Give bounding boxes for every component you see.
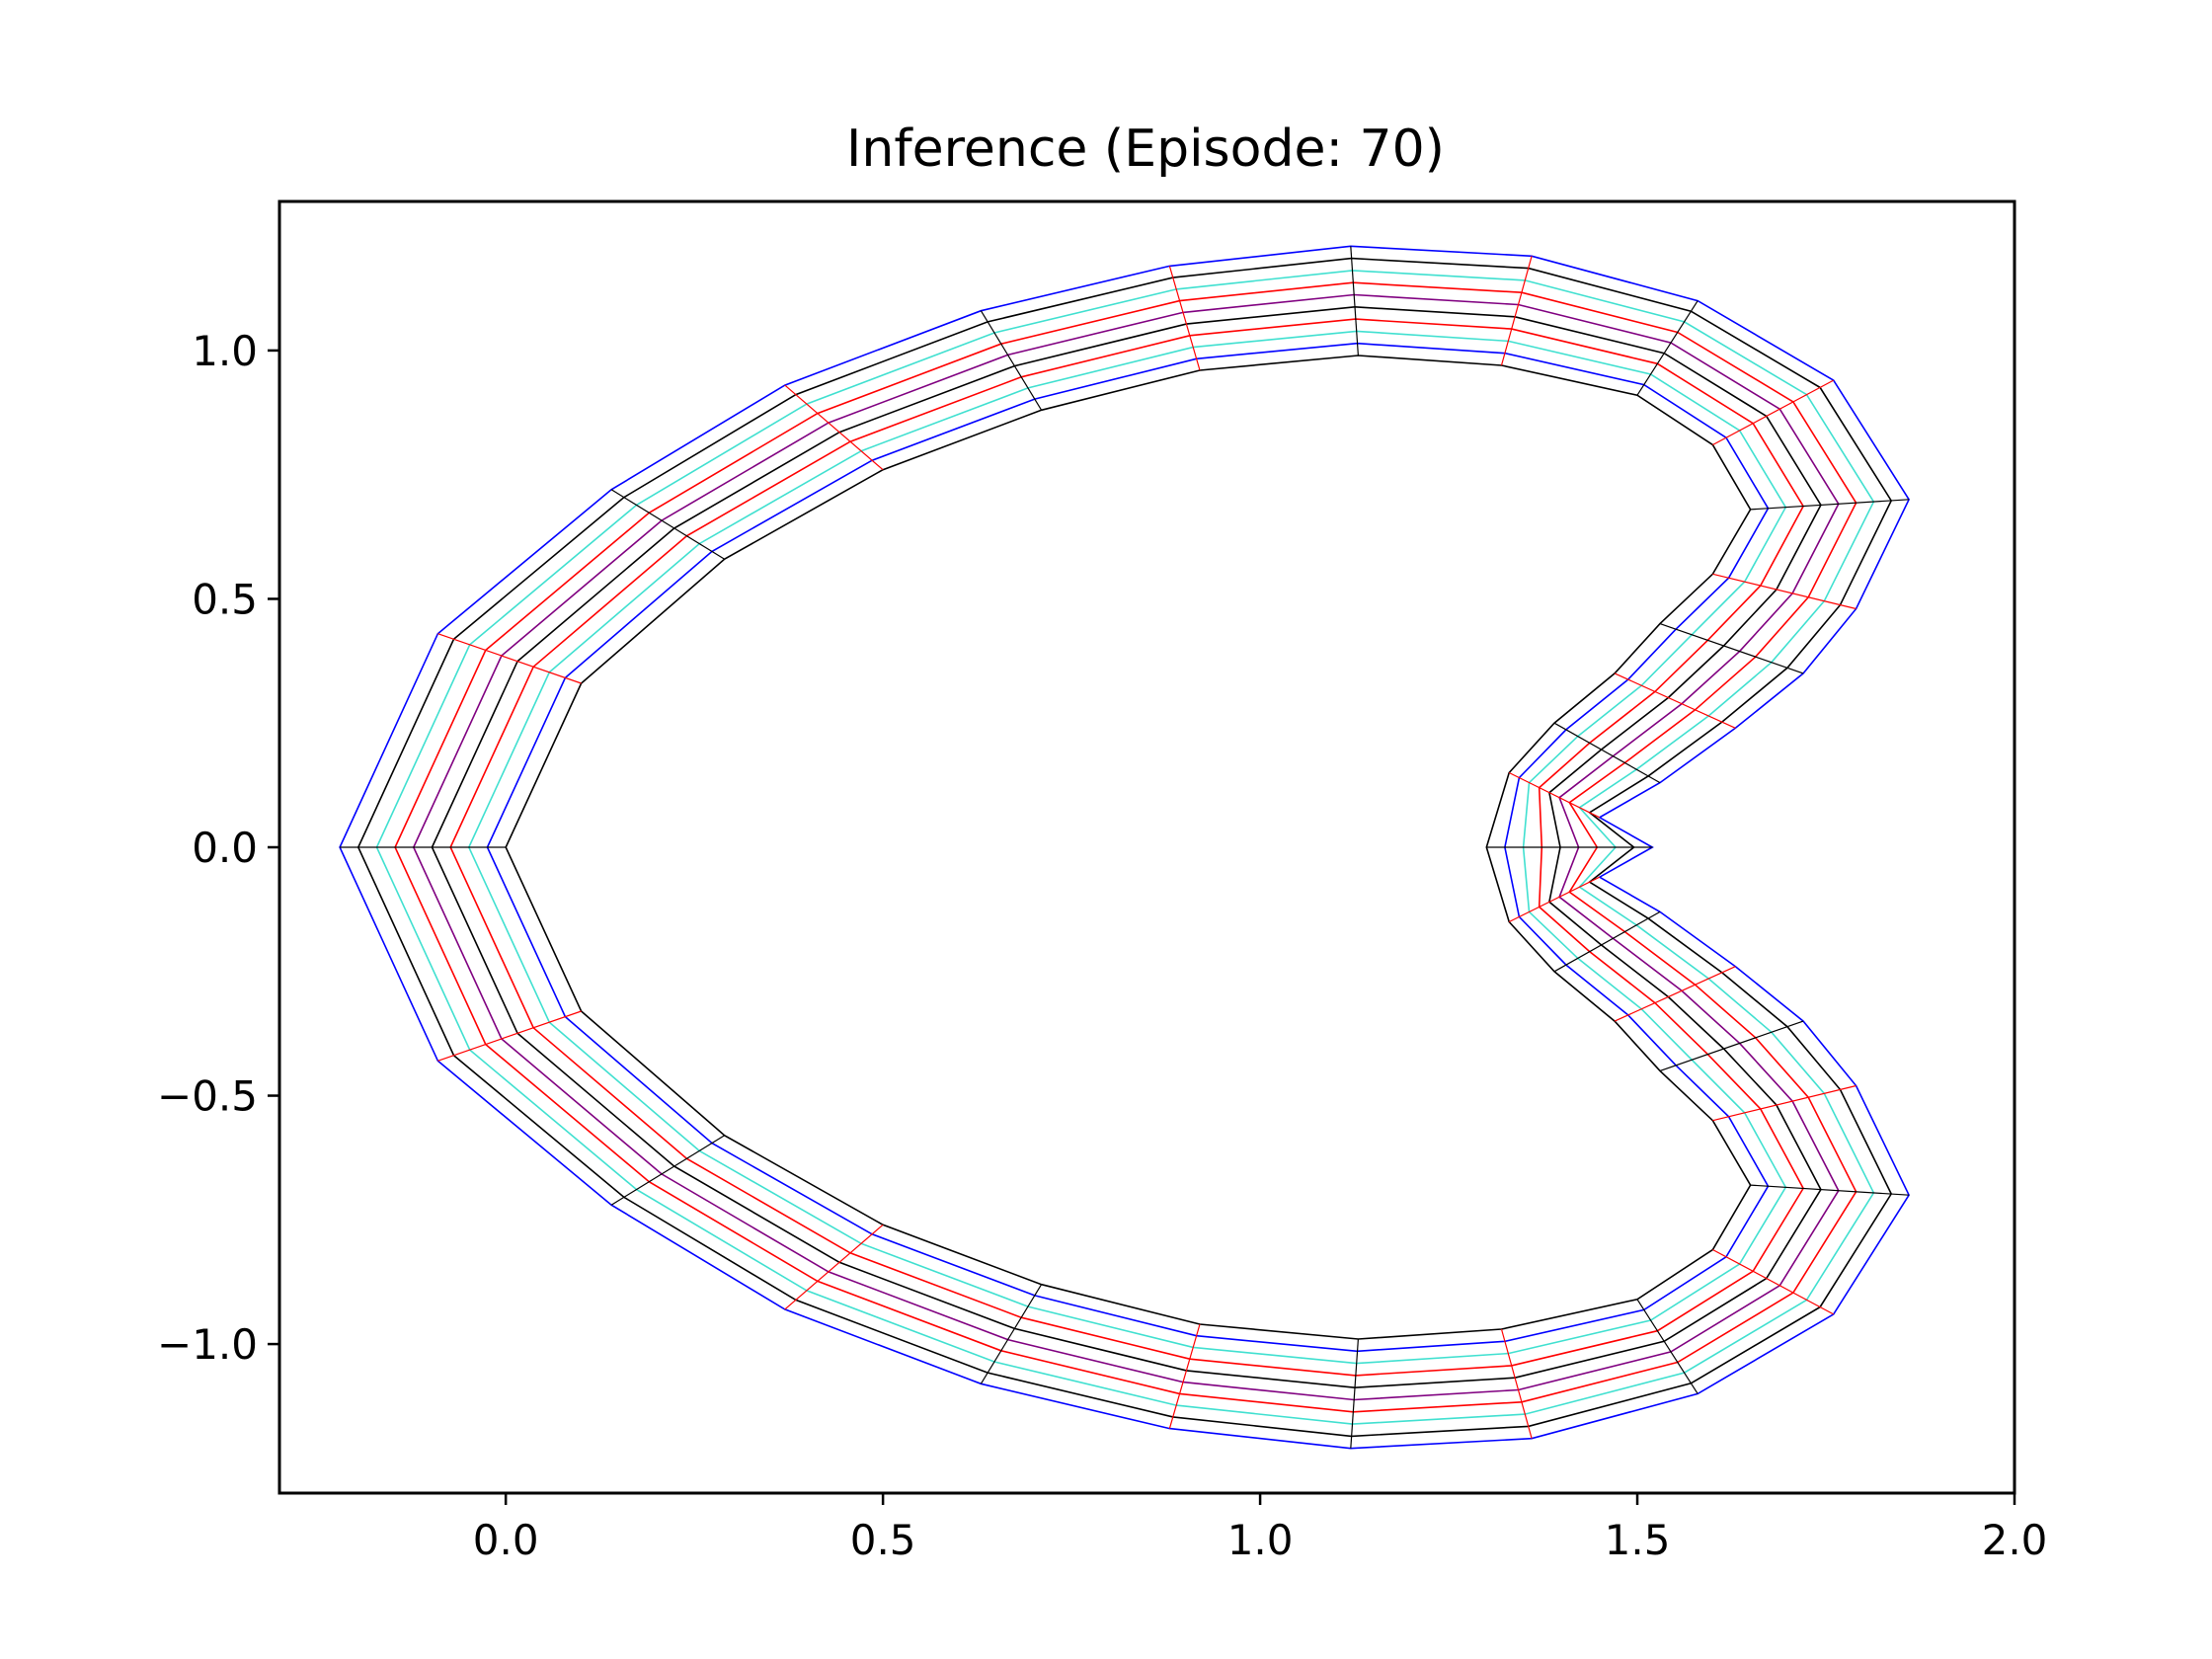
x-tick-label: 2.0	[1982, 1516, 2048, 1564]
radial-line	[1350, 246, 1359, 356]
radial-line	[1636, 300, 1698, 396]
axis-ticks: 0.0 0.5 1.0 1.5 2.0 −1.0 −0.5 0.0 0.5 1.0	[157, 327, 2047, 1564]
radial-line	[437, 1010, 582, 1062]
radial-line	[1500, 256, 1533, 366]
radial-line	[1168, 1323, 1201, 1429]
radial-line	[1659, 1020, 1804, 1071]
radial-line	[610, 489, 726, 560]
contour-line-1	[339, 245, 1911, 1450]
radial-line	[1168, 266, 1201, 371]
radial-line	[1712, 1248, 1834, 1315]
radial-line	[1659, 623, 1804, 674]
contour-line-2	[356, 257, 1893, 1438]
radial-line	[1636, 1299, 1698, 1394]
radial-line	[784, 1224, 884, 1310]
chart-title: Inference (Episode: 70)	[846, 119, 1445, 179]
radial-line	[1508, 876, 1601, 923]
plot-area	[339, 245, 1911, 1450]
radial-line	[437, 633, 582, 684]
y-tick-label: 0.0	[192, 824, 258, 872]
radial-line	[1614, 672, 1736, 729]
radial-line	[1500, 1328, 1533, 1439]
radial-line	[1712, 379, 1834, 446]
radial-line	[1750, 499, 1910, 511]
radial-line	[1712, 573, 1856, 610]
radial-line	[610, 1135, 726, 1206]
y-tick-label: 1.0	[192, 327, 258, 375]
radial-line	[980, 1284, 1043, 1384]
radial-line	[1508, 771, 1601, 819]
radial-line	[1350, 1338, 1359, 1449]
radial-line	[1553, 910, 1661, 973]
radial-line	[1614, 966, 1736, 1022]
x-tick-label: 0.0	[473, 1516, 539, 1564]
x-tick-label: 1.0	[1227, 1516, 1294, 1564]
radial-line	[784, 384, 884, 471]
axes-frame	[277, 199, 2016, 1495]
radial-line	[1553, 722, 1661, 784]
radial-line	[1712, 1084, 1856, 1122]
y-tick-label: −1.0	[157, 1320, 258, 1369]
radial-line	[1750, 1184, 1910, 1196]
y-tick-label: 0.5	[192, 575, 258, 623]
x-tick-label: 0.5	[850, 1516, 916, 1564]
y-tick-label: −0.5	[157, 1072, 258, 1121]
x-tick-label: 1.5	[1605, 1516, 1671, 1564]
radial-line	[980, 310, 1043, 411]
